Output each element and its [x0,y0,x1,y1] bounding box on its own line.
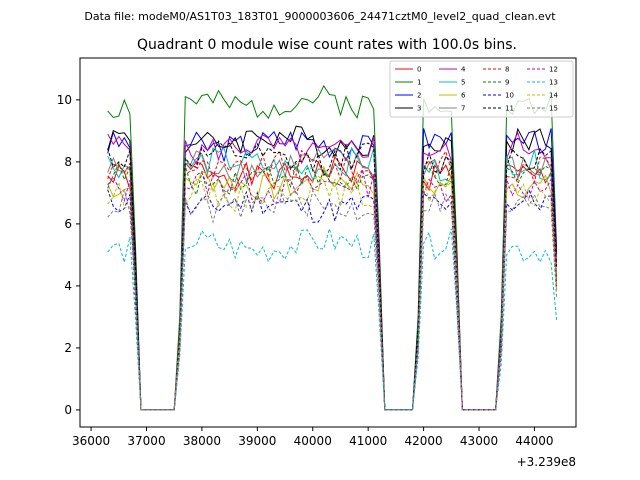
legend-label-14: 14 [549,92,558,100]
x-tick-label: 42000 [405,434,443,448]
y-tick-label: 6 [64,217,72,231]
x-offset-label: +3.239e8 [517,455,576,469]
suptitle: Data file: modeM0/AS1T03_183T01_90000036… [84,10,556,23]
legend-label-10: 10 [505,92,514,100]
x-tick-label: 39000 [238,434,276,448]
y-tick-label: 8 [64,155,72,169]
y-tick-label: 10 [57,93,72,107]
series-line-11 [107,140,558,411]
plot-lines [107,84,558,411]
y-axis: 0 2 4 6 8 10 [57,93,80,417]
y-tick-label: 4 [64,279,72,293]
legend-label-15: 15 [549,105,558,113]
y-tick-label: 2 [64,341,72,355]
series-line-15 [107,187,558,411]
legend-label-8: 8 [505,66,509,74]
chart-title: Quadrant 0 module wise count rates with … [137,37,517,53]
x-tick-label: 44000 [515,434,553,448]
x-axis: 36000 37000 38000 39000 40000 41000 42000 43000… [72,427,554,448]
x-tick-label: 38000 [183,434,221,448]
x-tick-label: 37000 [127,434,165,448]
x-tick-label: 40000 [294,434,332,448]
legend-label-2: 2 [417,92,421,100]
legend-label-7: 7 [461,105,465,113]
legend-box [389,60,574,118]
legend-label-3: 3 [417,105,421,113]
legend-label-12: 12 [549,66,558,74]
legend-label-5: 5 [461,79,465,87]
legend-label-13: 13 [549,79,558,87]
legend-label-6: 6 [461,92,466,100]
legend-label-0: 0 [417,66,421,74]
legend-label-4: 4 [461,66,466,74]
legend-label-1: 1 [417,79,421,87]
x-tick-label: 36000 [72,434,110,448]
x-tick-label: 43000 [460,434,498,448]
legend-label-9: 9 [505,79,509,87]
x-tick-label: 41000 [349,434,387,448]
legend-label-11: 11 [505,105,514,113]
y-tick-label: 0 [64,403,72,417]
axes-frame [79,57,577,428]
series-line-10 [107,188,558,411]
